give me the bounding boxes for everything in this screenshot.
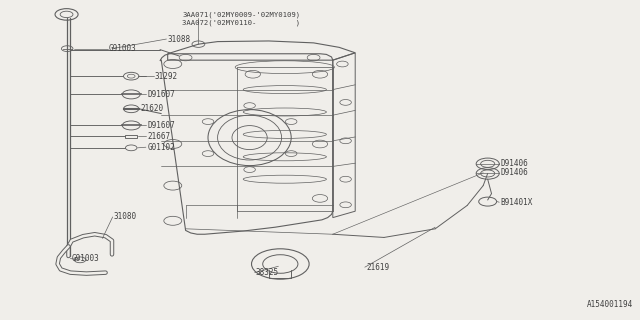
- Text: 31292: 31292: [155, 72, 178, 81]
- Text: G91003: G91003: [72, 254, 99, 263]
- Text: D91406: D91406: [500, 159, 528, 168]
- Text: B91401X: B91401X: [500, 198, 533, 207]
- Text: 21619: 21619: [366, 263, 389, 272]
- Text: 21620: 21620: [141, 104, 164, 113]
- Text: 21667: 21667: [147, 132, 170, 141]
- Text: A154001194: A154001194: [588, 300, 634, 309]
- Text: D91607: D91607: [147, 90, 175, 99]
- Text: G91003: G91003: [109, 44, 136, 53]
- Text: G01102: G01102: [147, 143, 175, 152]
- Text: 31080: 31080: [114, 212, 137, 221]
- Text: D91607: D91607: [147, 121, 175, 130]
- Text: 3AA072('02MY0110-         ): 3AA072('02MY0110- ): [182, 19, 301, 26]
- Text: 38325: 38325: [256, 268, 279, 277]
- Text: 31088: 31088: [168, 35, 191, 44]
- Text: D91406: D91406: [500, 168, 528, 177]
- Text: 3AA071('02MY0009-'02MY0109): 3AA071('02MY0009-'02MY0109): [182, 11, 301, 18]
